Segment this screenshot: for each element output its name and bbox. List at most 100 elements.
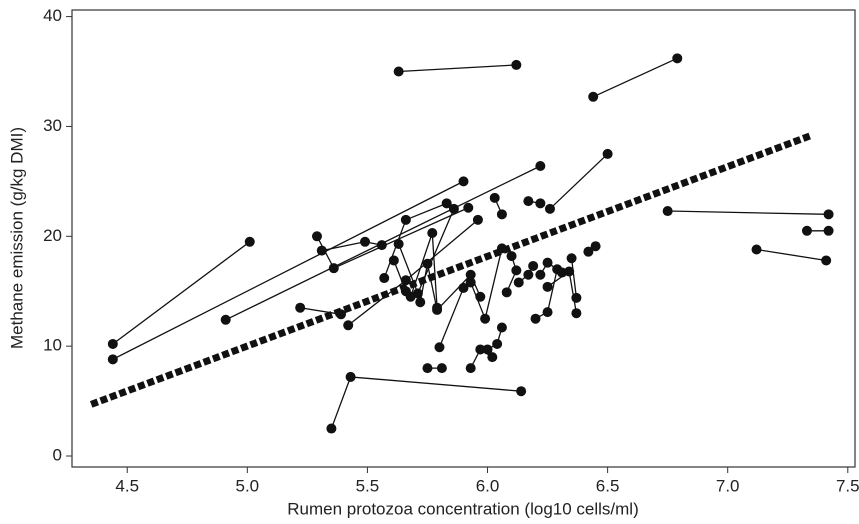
data-point bbox=[316, 245, 327, 256]
data-point bbox=[448, 203, 459, 214]
connector-line bbox=[112, 180, 464, 360]
connector-line bbox=[347, 219, 479, 326]
data-point bbox=[400, 214, 411, 225]
x-tick-label: 7.5 bbox=[836, 476, 859, 495]
data-point bbox=[400, 275, 411, 286]
data-point bbox=[434, 342, 445, 353]
data-point bbox=[393, 66, 404, 77]
data-point bbox=[492, 338, 503, 349]
data-point bbox=[751, 244, 762, 255]
data-point bbox=[583, 246, 594, 257]
data-point bbox=[472, 214, 483, 225]
data-point bbox=[463, 202, 474, 213]
data-point bbox=[535, 160, 546, 171]
connector-line bbox=[330, 376, 522, 429]
data-point bbox=[588, 91, 599, 102]
data-point bbox=[489, 192, 500, 203]
connector-line bbox=[438, 287, 465, 348]
data-point bbox=[523, 196, 534, 207]
data-point bbox=[379, 273, 390, 284]
data-point bbox=[427, 228, 438, 239]
y-axis-label: Methane emission (g/kg DMI) bbox=[7, 127, 26, 349]
connector-line bbox=[321, 241, 382, 252]
data-point bbox=[345, 371, 356, 382]
data-point bbox=[672, 53, 683, 64]
connector-line bbox=[592, 57, 678, 98]
connector-line bbox=[300, 307, 342, 315]
data-point bbox=[432, 304, 443, 315]
y-tick-label: 40 bbox=[43, 6, 62, 25]
data-point bbox=[823, 209, 834, 220]
data-point bbox=[328, 263, 339, 274]
data-point bbox=[535, 198, 546, 209]
data-point bbox=[465, 277, 476, 288]
x-tick-label: 4.5 bbox=[115, 476, 139, 495]
data-point bbox=[523, 269, 534, 280]
data-point bbox=[422, 258, 433, 269]
data-point bbox=[422, 363, 433, 374]
trend-line bbox=[89, 131, 813, 408]
y-tick-label: 20 bbox=[43, 226, 62, 245]
data-point bbox=[441, 198, 452, 209]
data-point bbox=[458, 282, 469, 293]
data-point bbox=[823, 225, 834, 236]
data-point bbox=[506, 251, 517, 262]
x-tick-label: 6.0 bbox=[476, 476, 500, 495]
x-tick-label: 6.5 bbox=[596, 476, 620, 495]
data-point bbox=[496, 322, 507, 333]
data-point bbox=[415, 297, 426, 308]
data-point bbox=[388, 255, 399, 266]
connector-line bbox=[398, 64, 517, 73]
data-point bbox=[482, 344, 493, 355]
data-point bbox=[244, 236, 255, 247]
data-point bbox=[821, 255, 832, 266]
data-point bbox=[107, 338, 118, 349]
data-point bbox=[465, 269, 476, 280]
x-tick-label: 5.5 bbox=[356, 476, 380, 495]
data-point bbox=[487, 352, 498, 363]
connector-line bbox=[570, 258, 578, 298]
data-point bbox=[343, 320, 354, 331]
data-point bbox=[564, 266, 575, 277]
data-point bbox=[107, 354, 118, 365]
data-point bbox=[458, 176, 469, 187]
data-point bbox=[801, 225, 812, 236]
data-point bbox=[311, 231, 322, 242]
y-tick-label: 30 bbox=[43, 116, 62, 135]
x-tick-label: 5.0 bbox=[236, 476, 260, 495]
data-point bbox=[436, 363, 447, 374]
data-point bbox=[566, 253, 577, 264]
y-tick-label: 0 bbox=[53, 445, 62, 464]
data-point bbox=[405, 291, 416, 302]
data-point bbox=[511, 265, 522, 276]
data-point bbox=[393, 238, 404, 249]
y-tick-label: 10 bbox=[43, 336, 62, 355]
data-point bbox=[513, 277, 524, 288]
plot-frame bbox=[71, 9, 856, 468]
data-point bbox=[376, 240, 387, 251]
data-point bbox=[360, 236, 371, 247]
data-point bbox=[530, 313, 541, 324]
connector-line bbox=[756, 248, 827, 262]
data-point bbox=[662, 206, 673, 217]
data-point bbox=[326, 423, 337, 434]
data-point bbox=[501, 287, 512, 298]
data-point bbox=[542, 307, 553, 318]
x-axis-label: Rumen protozoa concentration (log10 cell… bbox=[287, 499, 639, 518]
connector-line bbox=[667, 210, 829, 215]
data-point bbox=[542, 257, 553, 268]
data-point bbox=[220, 314, 231, 325]
connector-line bbox=[549, 153, 609, 210]
data-point bbox=[544, 203, 555, 214]
connector-line bbox=[112, 241, 251, 345]
data-point bbox=[542, 281, 553, 292]
data-point bbox=[590, 241, 601, 252]
data-point bbox=[465, 363, 476, 374]
data-point bbox=[528, 260, 539, 271]
data-point bbox=[535, 269, 546, 280]
data-point bbox=[516, 386, 527, 397]
data-point bbox=[295, 302, 306, 313]
data-point bbox=[571, 308, 582, 319]
data-point bbox=[496, 209, 507, 220]
